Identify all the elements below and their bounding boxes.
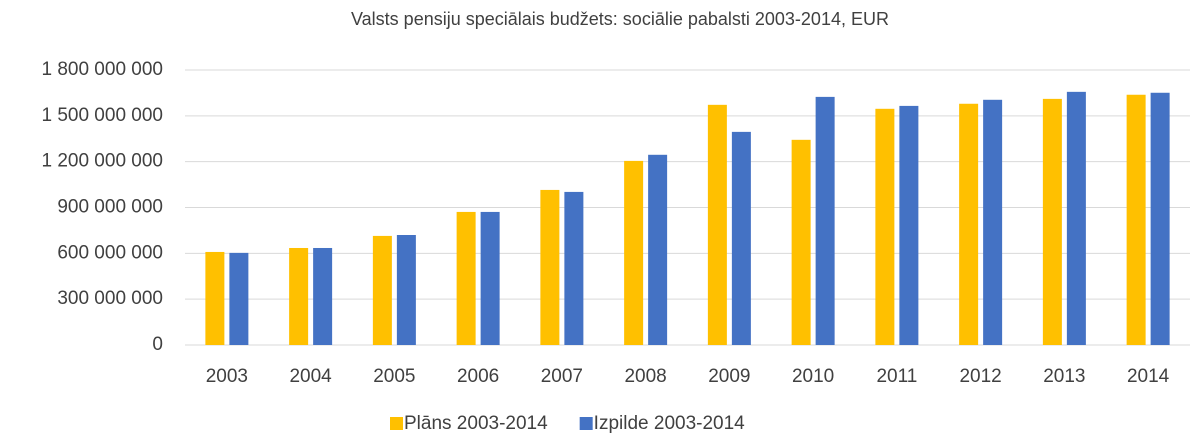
legend-swatch	[579, 417, 593, 430]
bar	[875, 108, 895, 345]
x-tick-label: 2007	[541, 366, 583, 387]
bar	[480, 211, 500, 345]
bar	[456, 211, 476, 345]
bar	[229, 252, 249, 345]
y-tick-label: 1 200 000 000	[41, 151, 163, 172]
bar	[289, 247, 309, 345]
x-tick-label: 2006	[457, 366, 499, 387]
bar	[707, 104, 727, 345]
y-tick-label: 600 000 000	[57, 242, 163, 263]
x-tick-label: 2008	[624, 366, 666, 387]
x-tick-label: 2009	[708, 366, 750, 387]
legend-label: Plāns 2003-2014	[404, 413, 548, 434]
x-tick-label: 2010	[792, 366, 834, 387]
y-tick-label: 0	[152, 334, 163, 355]
x-tick-label: 2013	[1043, 366, 1085, 387]
x-tick-label: 2014	[1127, 366, 1170, 387]
legend-label: Izpilde 2003-2014	[594, 413, 745, 434]
bar	[313, 247, 333, 345]
y-tick-label: 1 800 000 000	[41, 59, 163, 80]
bar	[648, 154, 668, 345]
x-tick-label: 2004	[289, 366, 332, 387]
y-tick-label: 1 500 000 000	[41, 105, 163, 126]
bar	[959, 103, 979, 345]
bar	[372, 235, 392, 345]
bar	[1126, 94, 1146, 345]
x-tick-label: 2011	[876, 366, 917, 387]
bar	[624, 160, 644, 345]
bar	[731, 131, 751, 345]
bar	[564, 191, 584, 345]
bar	[1066, 91, 1086, 345]
x-tick-label: 2003	[206, 366, 248, 387]
x-tick-label: 2005	[373, 366, 415, 387]
bar	[1150, 92, 1170, 345]
bar	[1042, 98, 1062, 345]
bar	[983, 99, 1003, 346]
chart-title: Valsts pensiju speciālais budžets: sociā…	[351, 9, 889, 29]
y-tick-label: 900 000 000	[57, 197, 163, 218]
x-tick-label: 2012	[959, 366, 1001, 387]
bar	[815, 96, 835, 345]
bar	[205, 251, 225, 345]
bar	[791, 139, 811, 345]
bar	[899, 105, 919, 346]
legend-swatch	[390, 417, 403, 430]
bar	[396, 235, 416, 345]
y-tick-label: 300 000 000	[57, 288, 163, 309]
bar	[540, 189, 560, 345]
